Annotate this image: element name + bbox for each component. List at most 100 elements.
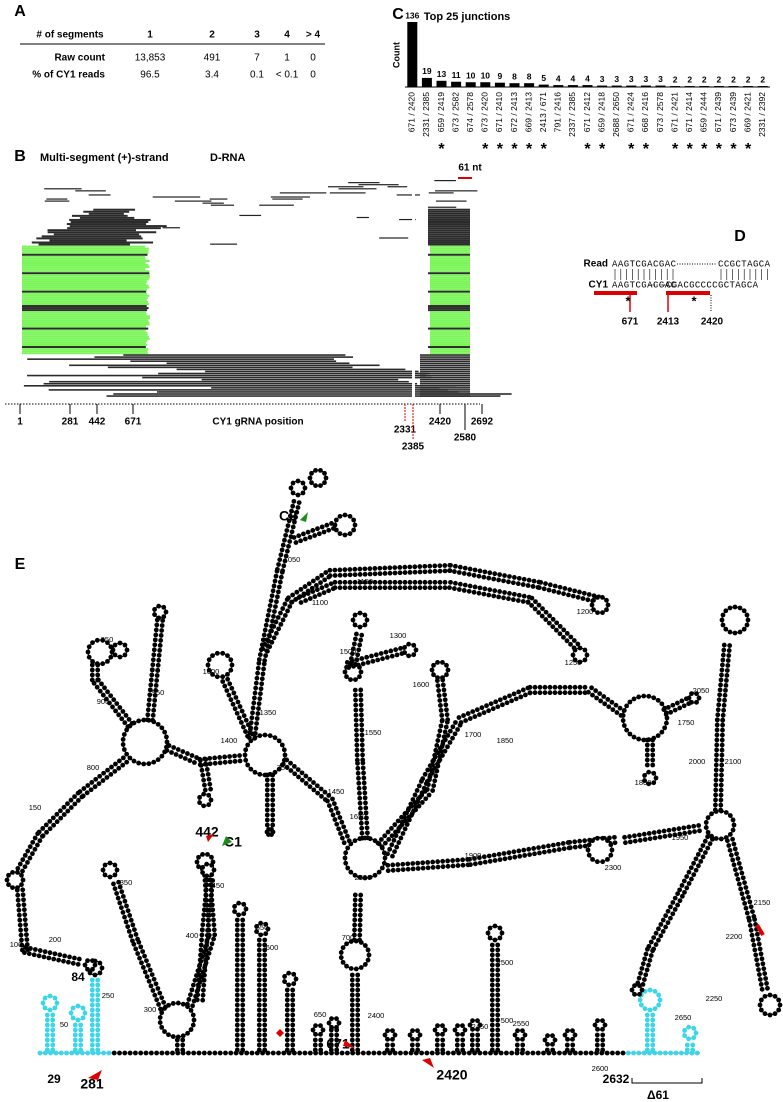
- read: [428, 223, 470, 226]
- value-label: 2: [731, 74, 736, 84]
- nucleotide: [655, 697, 661, 703]
- nucleotide: [338, 950, 344, 955]
- nucleotide: [391, 837, 397, 843]
- star: *: [526, 141, 533, 158]
- nucleotide: [547, 613, 552, 619]
- nucleotide: [357, 922, 363, 928]
- nucleotide: [523, 692, 528, 698]
- nucleotide: [497, 935, 503, 941]
- position-label: 84: [71, 970, 85, 984]
- nucleotide: [387, 570, 393, 576]
- nucleotide: [290, 1002, 296, 1008]
- nucleotide: [328, 1032, 334, 1038]
- nucleotide: [107, 874, 113, 880]
- nucleotide: [718, 782, 724, 788]
- nucleotide: [743, 905, 749, 911]
- nucleotide: [203, 947, 209, 953]
- nucleotide: [89, 1002, 95, 1008]
- nucleotide: [141, 717, 147, 723]
- nucleotide: [57, 952, 63, 958]
- nucleotide: [691, 823, 697, 829]
- nucleotide: [296, 533, 302, 539]
- nucleotide: [70, 960, 76, 966]
- nucleotide: [110, 647, 116, 653]
- nucleotide: [267, 633, 272, 639]
- nucleotide: [728, 852, 734, 858]
- nucleotide: [150, 717, 156, 723]
- nucleotide: [245, 742, 251, 748]
- read: [430, 247, 470, 250]
- nucleotide: [127, 913, 133, 918]
- nucleotide: [319, 585, 325, 591]
- nucleotide: [205, 771, 211, 777]
- nucleotide: [487, 587, 493, 593]
- nucleotide: [377, 579, 383, 585]
- nucleotide: [382, 565, 388, 571]
- value-label: 2: [673, 74, 678, 84]
- nucleotide: [234, 922, 240, 928]
- nucleotide: [206, 917, 212, 923]
- nucleotide: [349, 1022, 355, 1028]
- nucleotide: [54, 811, 60, 817]
- nucleotide: [284, 1037, 290, 1043]
- nucleotide: [422, 585, 428, 591]
- nucleotide: [44, 1037, 50, 1043]
- nucleotide: [54, 1000, 60, 1006]
- nucleotide: [638, 970, 643, 976]
- nucleotide: [201, 977, 207, 983]
- nucleotide: [152, 637, 158, 643]
- nucleotide: [99, 681, 104, 687]
- nucleotide: [347, 579, 353, 585]
- nucleotide: [284, 1012, 290, 1018]
- nucleotide: [720, 612, 726, 618]
- nucleotide: [159, 623, 165, 628]
- position-label: 1900: [465, 851, 482, 860]
- nucleotide: [550, 616, 556, 622]
- nucleotide: [270, 772, 276, 778]
- nucleotide: [47, 1007, 53, 1013]
- nucleotide: [392, 822, 398, 828]
- nucleotide: [234, 967, 240, 973]
- nucleotide: [262, 1032, 268, 1038]
- nucleotide: [384, 1047, 390, 1053]
- nucleotide: [476, 573, 482, 579]
- read: [430, 270, 470, 273]
- nucleotide: [22, 852, 28, 858]
- nucleotide: [396, 840, 402, 845]
- read: [22, 341, 146, 344]
- nucleotide: [437, 563, 443, 569]
- nucleotide: [203, 887, 209, 893]
- position-label: 300: [144, 1005, 157, 1014]
- nucleotide: [263, 653, 269, 659]
- nucleotide: [125, 724, 131, 730]
- nucleotide: [290, 1007, 296, 1013]
- nucleotide: [354, 657, 360, 663]
- nucleotide: [324, 522, 330, 528]
- nucleotide: [28, 946, 33, 951]
- nucleotide: [160, 618, 166, 623]
- nucleotide: [562, 1032, 568, 1038]
- nucleotide: [339, 1050, 345, 1056]
- nucleotide: [372, 571, 378, 577]
- nucleotide: [153, 632, 159, 638]
- nucleotide: [89, 672, 95, 678]
- nucleotide: [349, 977, 355, 983]
- read: [22, 317, 150, 320]
- nucleotide: [536, 845, 541, 851]
- nucleotide: [577, 844, 583, 849]
- nucleotide: [264, 782, 270, 788]
- nucleotide: [117, 654, 123, 660]
- nucleotide: [594, 1042, 600, 1048]
- nucleotide: [23, 944, 28, 950]
- nucleotide: [477, 585, 483, 591]
- nucleotide: [466, 571, 472, 577]
- nucleotide: [744, 889, 750, 895]
- nucleotide: [122, 914, 127, 920]
- nucleotide: [212, 932, 218, 938]
- nucleotide: [123, 919, 129, 925]
- nucleotide: [89, 1047, 95, 1053]
- nucleotide: [495, 1032, 501, 1038]
- nucleotide: [44, 1017, 50, 1023]
- nucleotide: [24, 937, 30, 943]
- nucleotide: [394, 844, 400, 850]
